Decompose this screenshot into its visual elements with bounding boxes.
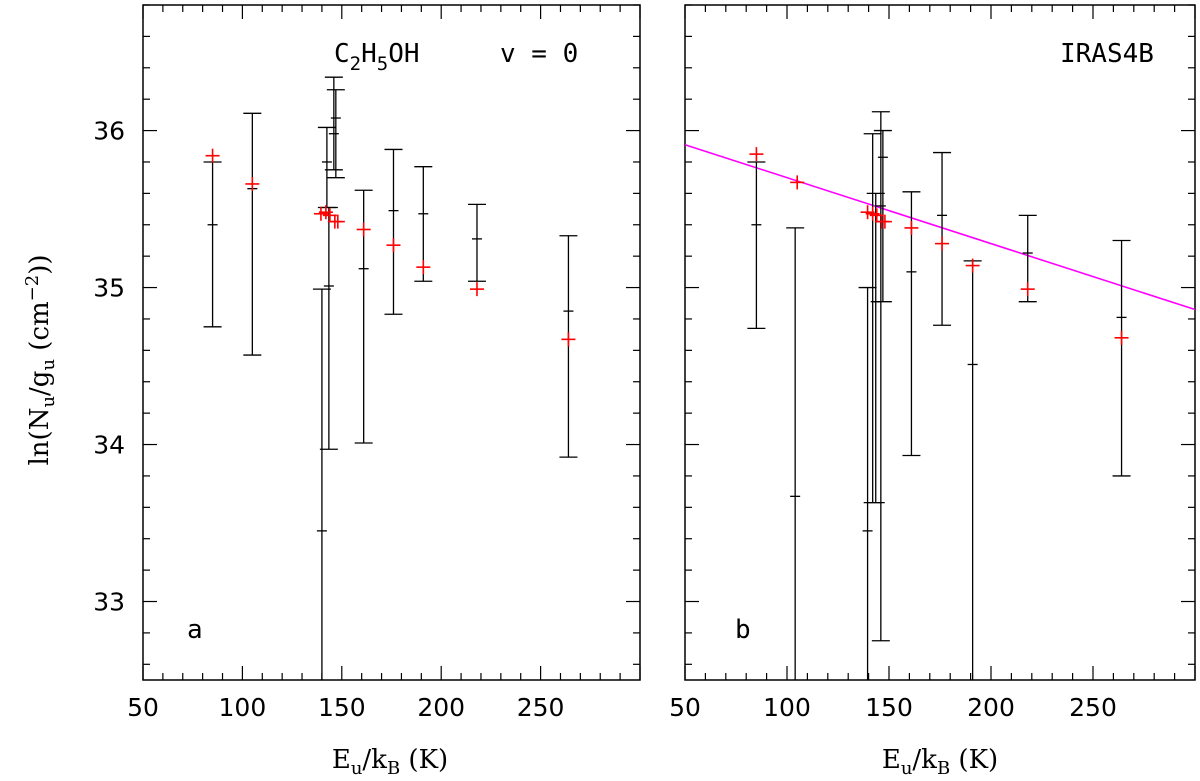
panel-b-frame: [684, 4, 1196, 681]
observed-point-b-1: [786, 227, 805, 680]
model-point-b-9: [965, 258, 980, 273]
x-tick-label-a-50: 50: [127, 693, 159, 722]
panel-a: 50 100 150 200 250 33 34 35 36 C2H5OH v = 0 a: [93, 4, 641, 722]
observed-point-a-2: [312, 288, 331, 680]
panel-b-letter: b: [735, 615, 751, 645]
observed-point-a-11: [559, 235, 578, 458]
observed-point-a-1: [243, 112, 262, 356]
observed-point-b-4: [866, 192, 885, 504]
y-tick-label-36: 36: [93, 117, 125, 146]
x-tick-label-a-200: 200: [417, 693, 465, 722]
x-axis-label-a: Eu/kB (K): [332, 745, 448, 779]
observed-point-b-5: [871, 111, 890, 642]
panel-a-data: [203, 76, 578, 680]
observed-point-a-3: [317, 126, 336, 209]
molecule-label: C2H5OH: [334, 39, 420, 75]
x-tick-label-b-100: 100: [763, 693, 811, 722]
model-point-b-7: [904, 220, 919, 235]
observed-point-a-8: [384, 148, 403, 315]
panel-b: 50 100 150 200 250 IRAS4B b: [669, 4, 1196, 722]
panel-a-frame: [142, 4, 641, 681]
observed-point-a-4: [319, 206, 338, 450]
observed-point-a-10: [467, 203, 486, 282]
x-tick-label-b-200: 200: [967, 693, 1015, 722]
model-point-a-6: [330, 214, 345, 229]
model-point-a-10: [469, 282, 484, 297]
observed-point-b-0: [747, 161, 766, 330]
observed-point-b-3: [863, 133, 882, 504]
observed-point-a-5: [324, 76, 343, 171]
y-axis-label: ln(Nu/gu (cm−2)): [22, 254, 59, 465]
panel-b-ticks: 50 100 150 200 250: [669, 4, 1196, 722]
observed-point-b-11: [1112, 239, 1131, 477]
x-tick-label-b-250: 250: [1069, 693, 1117, 722]
observed-point-b-2: [858, 286, 877, 680]
y-tick-label-35: 35: [93, 274, 125, 303]
y-tick-label-33: 33: [93, 588, 125, 617]
x-tick-label-a-250: 250: [517, 693, 565, 722]
model-point-b-11: [1114, 330, 1129, 345]
x-tick-label-a-150: 150: [318, 693, 366, 722]
panel-b-data: [684, 111, 1196, 680]
model-point-b-10: [1020, 282, 1035, 297]
y-tick-label-34: 34: [93, 431, 125, 460]
observed-point-a-0: [203, 161, 222, 328]
x-tick-label-a-100: 100: [219, 693, 267, 722]
x-tick-label-b-150: 150: [865, 693, 913, 722]
panel-a-letter: a: [187, 615, 203, 645]
model-point-a-9: [416, 260, 431, 275]
state-label: v = 0: [500, 39, 578, 69]
model-point-a-7: [356, 222, 371, 237]
model-point-a-8: [386, 238, 401, 253]
panel-a-ticks: 50 100 150 200 250 33 34 35 36: [93, 4, 641, 722]
source-label: IRAS4B: [1060, 39, 1154, 69]
model-point-a-0: [205, 148, 220, 163]
observed-point-b-9: [963, 260, 982, 680]
model-point-a-1: [245, 176, 260, 191]
model-point-b-8: [935, 236, 950, 251]
model-point-b-6: [877, 214, 892, 229]
observed-point-b-7: [902, 191, 921, 457]
model-point-b-1: [790, 175, 805, 190]
observed-point-a-6: [326, 89, 345, 179]
fit-line: [684, 143, 1196, 311]
model-point-a-11: [561, 332, 576, 347]
x-axis-label-b: Eu/kB (K): [882, 745, 998, 779]
model-point-b-0: [749, 147, 764, 162]
x-tick-label-b-50: 50: [669, 693, 701, 722]
